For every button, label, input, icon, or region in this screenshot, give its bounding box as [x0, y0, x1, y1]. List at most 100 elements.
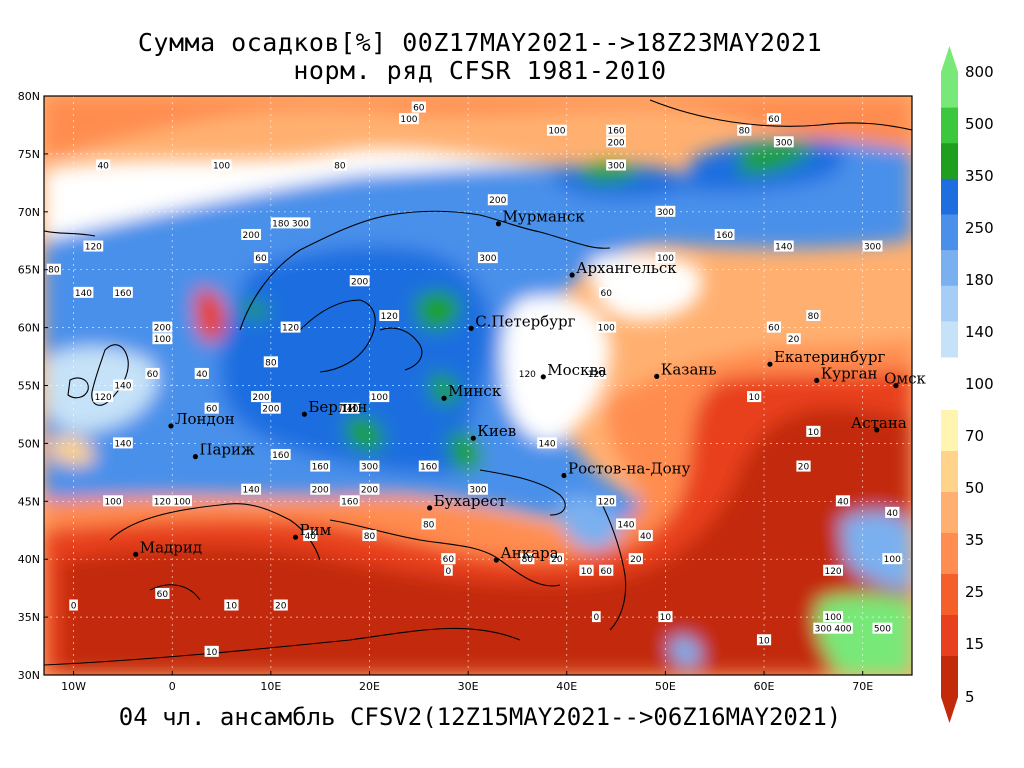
colorbar-segment: [941, 451, 958, 493]
city-label: С.Петербург: [475, 312, 575, 330]
contour-label: 500: [874, 625, 891, 635]
contour-label: 20: [630, 555, 642, 565]
latitude-label: 45N: [18, 495, 40, 508]
colorbar-segment: [941, 107, 958, 144]
contour-label-bg: [310, 460, 331, 472]
city-dot: [495, 221, 502, 227]
contour-label-bg: [606, 124, 626, 136]
contour-label-bg: [766, 113, 782, 125]
city-dot: [767, 361, 773, 367]
city-label: Лондон: [175, 410, 235, 428]
colorbar-label: 35: [965, 531, 984, 549]
contour-label: 120: [85, 243, 102, 253]
contour-label: 160: [716, 231, 733, 241]
contour-label-bg: [46, 263, 61, 275]
contour-label-bg: [204, 402, 219, 414]
contour-label: 80: [334, 161, 346, 171]
contour-label-bg: [813, 622, 834, 634]
contour-label: 60: [768, 324, 780, 334]
contour-label-bg: [241, 483, 262, 495]
contour-label: 20: [551, 555, 563, 565]
colorbar-segment: [941, 72, 958, 109]
contour-label: 200: [351, 277, 368, 287]
contour-label: 160: [312, 463, 329, 473]
latitude-label: 80N: [18, 90, 40, 103]
contour-label: 140: [538, 439, 555, 449]
contour-label: 300: [815, 625, 832, 635]
contour-label: 80: [423, 520, 435, 530]
longitude-label: 0: [169, 680, 176, 693]
contour-label: 100: [657, 254, 674, 264]
contour-label-bg: [599, 286, 614, 298]
latitude-label: 30N: [18, 669, 40, 682]
contour-label-bg: [362, 530, 377, 542]
city-dot: [540, 374, 546, 380]
contour-label: 160: [341, 497, 358, 507]
contour-label-bg: [379, 310, 400, 322]
contour-label-bg: [411, 101, 426, 113]
city-dot: [654, 373, 660, 379]
contour-label: 0: [446, 567, 452, 577]
contour-label: 80: [522, 555, 534, 565]
city-dot: [301, 411, 307, 417]
contour-label: 200: [154, 324, 171, 334]
contour-label-bg: [96, 159, 111, 171]
contour-label: 180: [272, 219, 289, 229]
contour-label-bg: [833, 622, 853, 634]
contour-label: 100: [884, 555, 901, 565]
latitude-label: 75N: [18, 148, 40, 161]
contour-label: 120: [598, 497, 615, 507]
contour-label-bg: [270, 217, 291, 229]
contour-label-bg: [773, 240, 794, 252]
contour-label-bg: [73, 286, 94, 298]
contour-label-bg: [418, 460, 439, 472]
contour-label-bg: [628, 553, 643, 565]
contour-label-bg: [69, 599, 78, 611]
city-dot: [468, 325, 474, 331]
contour-label: 200: [262, 405, 279, 415]
colorbar-label: 500: [965, 115, 994, 133]
contour-label: 100: [824, 613, 841, 623]
contour-label: 140: [775, 243, 792, 253]
contour-label-bg: [113, 286, 133, 298]
contour-label-bg: [599, 564, 614, 576]
longitude-label: 30E: [458, 680, 479, 693]
contour-label: 120: [282, 324, 299, 334]
contour-label: 20: [798, 463, 810, 473]
colorbar-segment: [941, 285, 958, 322]
latitude-label: 40N: [18, 553, 40, 566]
latitude-label: 60N: [18, 322, 40, 335]
contour-label-bg: [638, 530, 653, 542]
contour-label-bg: [835, 495, 851, 507]
contour-label: 200: [252, 393, 269, 403]
contour-label-bg: [823, 564, 843, 576]
city-dot: [441, 395, 447, 401]
contour-label-bg: [537, 437, 557, 449]
colorbar-arrow-top: [941, 46, 958, 72]
contour-label: 60: [147, 370, 159, 380]
contour-label-bg: [303, 530, 318, 542]
precipitation-field: [44, 96, 912, 675]
latitude-label: 55N: [18, 380, 40, 393]
longitude-labels: 10W 0 10E 20E 30E 40E 50E 60E 70E: [61, 671, 873, 693]
contour-label-bg: [658, 611, 673, 623]
colorbar-segment: [941, 574, 958, 616]
contour-label: 40: [97, 161, 109, 171]
contour-label-bg: [83, 240, 104, 252]
contour-label: 80: [364, 532, 376, 542]
contour-label: 200: [243, 231, 260, 241]
latitude-label: 50N: [18, 437, 40, 450]
colorbar-arrow-bottom: [941, 697, 958, 723]
city-dot: [168, 423, 174, 429]
contour-label: 140: [114, 439, 131, 449]
colorbar-label: 180: [965, 271, 994, 289]
contour-label: 100: [371, 393, 388, 403]
contour-label-bg: [310, 483, 331, 495]
contour-label: 160: [272, 451, 289, 461]
contour-label: 0: [71, 602, 77, 612]
contour-label: 20: [788, 335, 800, 345]
contour-label-bg: [399, 113, 419, 125]
colorbar-label: 250: [965, 219, 994, 237]
contour-label: 10: [808, 428, 820, 438]
map-title: Сумма осадков[%] 00Z17MAY2021-->18Z23MAY…: [137, 28, 823, 57]
